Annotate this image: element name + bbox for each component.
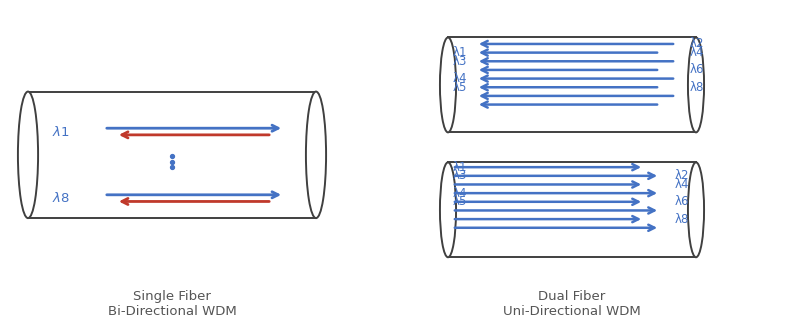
Text: Bi-Directional WDM: Bi-Directional WDM [108,305,236,318]
Text: λ4: λ4 [453,186,467,200]
Text: λ6: λ6 [690,63,704,77]
Ellipse shape [440,163,456,257]
Text: λ6: λ6 [674,195,689,208]
Text: λ8: λ8 [690,81,704,94]
Text: $\lambda$8: $\lambda$8 [52,191,70,205]
Ellipse shape [440,37,456,132]
Ellipse shape [306,92,326,218]
Text: λ5: λ5 [453,195,467,208]
Text: λ4: λ4 [690,46,704,59]
Text: Single Fiber: Single Fiber [133,290,211,303]
Text: $\lambda$1: $\lambda$1 [52,125,70,139]
Ellipse shape [688,37,704,132]
Text: λ5: λ5 [453,81,467,94]
Ellipse shape [688,163,704,257]
Text: λ2: λ2 [690,37,704,51]
Text: Dual Fiber: Dual Fiber [538,290,606,303]
Text: λ4: λ4 [453,72,467,85]
Text: λ8: λ8 [674,212,689,226]
Text: λ1: λ1 [453,46,467,59]
Text: λ4: λ4 [674,178,689,191]
Text: λ1: λ1 [453,161,467,174]
Text: λ2: λ2 [674,169,689,182]
Bar [28,92,316,218]
Bar [448,163,696,257]
Text: λ3: λ3 [453,55,467,68]
Text: Uni-Directional WDM: Uni-Directional WDM [503,305,641,318]
Text: λ3: λ3 [453,169,467,182]
Ellipse shape [18,92,38,218]
Bar [448,37,696,132]
